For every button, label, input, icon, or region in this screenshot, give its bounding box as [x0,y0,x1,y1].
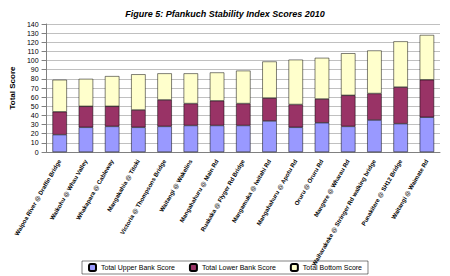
svg-text:80: 80 [31,75,39,82]
svg-text:Total Lower Bank Score: Total Lower Bank Score [202,264,276,271]
svg-text:Waiharakeke @ Stringer Rd walk: Waiharakeke @ Stringer Rd walking bridge [311,158,377,267]
svg-text:Mangahahuru @ Apotu Rd: Mangahahuru @ Apotu Rd [256,158,299,226]
svg-text:Victoria @ Thompsons Bridge: Victoria @ Thompsons Bridge [119,158,167,236]
svg-text:100: 100 [27,57,39,64]
svg-text:Total Upper Bank Score: Total Upper Bank Score [101,264,175,272]
svg-text:Waikohu @ Whau Valley: Waikohu @ Whau Valley [48,158,89,222]
svg-text:20: 20 [31,130,39,137]
svg-text:Punakitere @ SH12 Bridge: Punakitere @ SH12 Bridge [360,158,404,227]
svg-text:110: 110 [27,48,38,55]
svg-text:Mangamuka @ Iwitahi Rd: Mangamuka @ Iwitahi Rd [230,158,273,224]
svg-text:40: 40 [31,112,39,119]
svg-text:Waipoa River @ Draffin Bridge: Waipoa River @ Draffin Bridge [14,158,63,237]
svg-text:130: 130 [27,30,39,37]
svg-text:0: 0 [35,149,39,156]
svg-text:70: 70 [31,85,39,92]
svg-text:Mangere @ Wharau Rd: Mangere @ Wharau Rd [312,158,351,219]
svg-text:Waitangi @ Wakelins: Waitangi @ Wakelins [158,158,194,214]
svg-text:50: 50 [31,103,39,110]
svg-text:Mangakahia @ Titoki: Mangakahia @ Titoki [106,158,141,213]
svg-text:90: 90 [31,66,39,73]
svg-text:Total Bottom Score: Total Bottom Score [303,264,362,271]
svg-text:Mangahahuru @ Main Rd: Mangahahuru @ Main Rd [178,158,220,224]
svg-text:10: 10 [31,139,39,146]
svg-text:Figure 5: Pfankuch Stability I: Figure 5: Pfankuch Stability Index Score… [125,9,325,19]
svg-text:Waitangi @ Waimate Rd: Waitangi @ Waimate Rd [390,158,429,220]
svg-text:Oruru @ Oruru Rd: Oruru @ Oruru Rd [293,158,324,206]
svg-text:60: 60 [31,94,39,101]
svg-text:120: 120 [27,39,39,46]
svg-text:30: 30 [31,121,39,128]
svg-text:Total Score: Total Score [8,66,17,110]
svg-text:140: 140 [27,21,39,28]
svg-text:Whakapara @ Cableway: Whakapara @ Cableway [75,158,115,221]
svg-text:Ruakaka @ Flyger Rd Bridge: Ruakaka @ Flyger Rd Bridge [200,158,247,233]
